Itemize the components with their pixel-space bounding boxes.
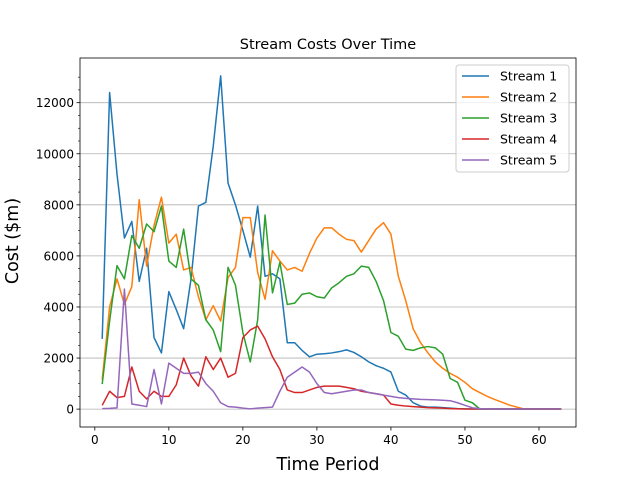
x-tick-label: 30 — [309, 433, 324, 447]
chart-title: Stream Costs Over Time — [240, 37, 417, 53]
x-tick-label: 20 — [235, 433, 250, 447]
legend-box — [455, 64, 570, 173]
series-line-5 — [102, 288, 562, 410]
y-tick-label: 2000 — [43, 352, 74, 366]
axes: 0 2000 4000 6000 8000 10000 12000 0 10 20 30 40 50 60 — [36, 57, 577, 447]
x-tick-label: 10 — [161, 433, 176, 447]
x-axis-label: Time Period — [276, 455, 380, 475]
legend-label-1: Stream 1 — [500, 69, 557, 84]
series-lines — [101, 75, 562, 410]
legend-label-2: Stream 2 — [500, 90, 557, 105]
y-tick-label: 12000 — [36, 96, 74, 110]
x-tick-label: 40 — [383, 433, 398, 447]
x-tick-label: 60 — [531, 433, 546, 447]
y-tick-label: 6000 — [43, 249, 74, 263]
y-tick-label: 0 — [66, 403, 74, 417]
plot-frame — [79, 57, 577, 428]
legend-label-5: Stream 5 — [500, 153, 557, 168]
legend: Stream 1 Stream 2 Stream 3 Stream 4 Stream 5 — [455, 64, 570, 173]
y-tick-label: 10000 — [36, 147, 74, 161]
y-tick-label: 8000 — [43, 198, 74, 212]
x-tick-label: 0 — [91, 433, 99, 447]
y-axis-label: Cost ($m) — [3, 198, 23, 284]
legend-label-3: Stream 3 — [500, 111, 557, 126]
legend-label-4: Stream 4 — [500, 132, 557, 147]
y-tick-label: 4000 — [43, 300, 74, 314]
x-tick-label: 50 — [457, 433, 472, 447]
series-line-2 — [101, 196, 562, 410]
